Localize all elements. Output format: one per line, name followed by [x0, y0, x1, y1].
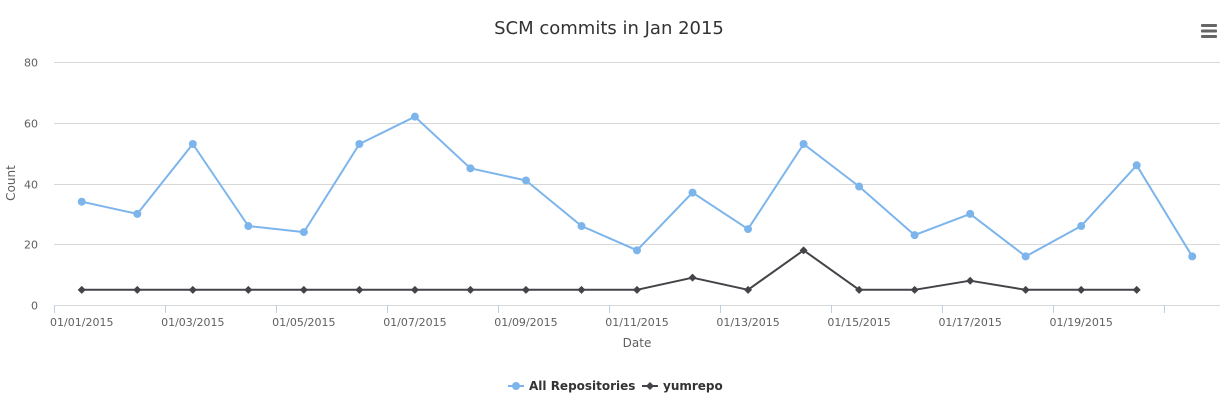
- data-point[interactable]: [410, 285, 419, 294]
- data-point[interactable]: [244, 285, 253, 294]
- data-point[interactable]: [466, 164, 475, 173]
- data-point[interactable]: [910, 231, 919, 240]
- chart-menu-button[interactable]: [1196, 20, 1220, 42]
- data-point[interactable]: [633, 246, 641, 255]
- hamburger-menu-icon: [1201, 24, 1217, 38]
- data-point[interactable]: [77, 197, 86, 206]
- data-point[interactable]: [688, 273, 697, 282]
- data-point[interactable]: [855, 182, 864, 191]
- data-point[interactable]: [1021, 252, 1030, 261]
- data-point[interactable]: [355, 140, 364, 149]
- series-line: [80, 249, 1138, 291]
- legend-label: yumrepo: [663, 379, 723, 393]
- legend-marker: [646, 382, 654, 390]
- data-point[interactable]: [133, 209, 142, 218]
- data-point[interactable]: [1077, 222, 1086, 231]
- y-tick-label: 0: [31, 300, 38, 313]
- y-axis-title: Count: [4, 165, 18, 201]
- x-tick-label: 01/13/2015: [716, 316, 779, 329]
- x-tick-label: 01/05/2015: [272, 316, 335, 329]
- y-tick-label: 20: [24, 239, 38, 252]
- gridlines: [54, 62, 1220, 306]
- legend: All Repositories yumrepo: [508, 379, 723, 393]
- x-tick-label: 01/19/2015: [1049, 316, 1112, 329]
- legend-marker: [512, 382, 520, 390]
- data-point[interactable]: [188, 285, 197, 294]
- x-tick-label: 01/01/2015: [50, 316, 113, 329]
- series-line: [80, 115, 1194, 258]
- data-point[interactable]: [966, 209, 975, 218]
- x-tick-label: 01/11/2015: [605, 316, 668, 329]
- series-all-repositories: [77, 112, 1197, 261]
- data-point[interactable]: [744, 225, 753, 234]
- data-point[interactable]: [299, 228, 308, 237]
- data-point[interactable]: [1077, 285, 1086, 294]
- data-point[interactable]: [855, 285, 864, 294]
- x-tick-label: 01/07/2015: [383, 316, 446, 329]
- x-tick-label: 01/17/2015: [938, 316, 1001, 329]
- data-point[interactable]: [466, 285, 475, 294]
- y-axis: 0 20 40 60 80: [24, 57, 38, 313]
- legend-item-all-repositories[interactable]: All Repositories: [508, 379, 635, 393]
- data-point[interactable]: [1021, 285, 1030, 294]
- data-point[interactable]: [188, 140, 197, 149]
- data-point[interactable]: [966, 276, 975, 285]
- series-yumrepo: [77, 246, 1141, 294]
- data-point[interactable]: [799, 246, 808, 255]
- legend-label: All Repositories: [529, 379, 635, 393]
- data-point[interactable]: [688, 188, 697, 197]
- y-tick-label: 40: [24, 179, 38, 192]
- data-point[interactable]: [521, 285, 530, 294]
- data-point[interactable]: [521, 176, 530, 185]
- y-tick-label: 80: [24, 57, 38, 70]
- data-point[interactable]: [355, 285, 364, 294]
- data-point[interactable]: [77, 285, 86, 294]
- x-tick-label: 01/15/2015: [827, 316, 890, 329]
- data-point[interactable]: [577, 285, 586, 294]
- x-tick-label: 01/09/2015: [494, 316, 557, 329]
- chart-title: SCM commits in Jan 2015: [494, 18, 724, 39]
- data-point[interactable]: [410, 112, 419, 121]
- y-tick-label: 60: [24, 118, 38, 131]
- data-point[interactable]: [633, 285, 641, 294]
- data-point[interactable]: [299, 285, 308, 294]
- data-point[interactable]: [799, 140, 808, 149]
- x-axis-title: Date: [623, 336, 652, 350]
- data-point[interactable]: [244, 222, 253, 231]
- legend-item-yumrepo[interactable]: yumrepo: [642, 379, 723, 393]
- data-point[interactable]: [1132, 161, 1141, 170]
- data-point[interactable]: [910, 285, 919, 294]
- data-point[interactable]: [744, 285, 753, 294]
- data-point[interactable]: [577, 222, 586, 231]
- x-axis: 01/01/2015 01/03/2015 01/05/2015 01/07/2015…: [50, 305, 1165, 329]
- x-tick-label: 01/03/2015: [161, 316, 224, 329]
- data-point[interactable]: [1132, 285, 1141, 294]
- series-area: [77, 112, 1197, 294]
- data-point[interactable]: [1188, 252, 1197, 261]
- data-point[interactable]: [133, 285, 142, 294]
